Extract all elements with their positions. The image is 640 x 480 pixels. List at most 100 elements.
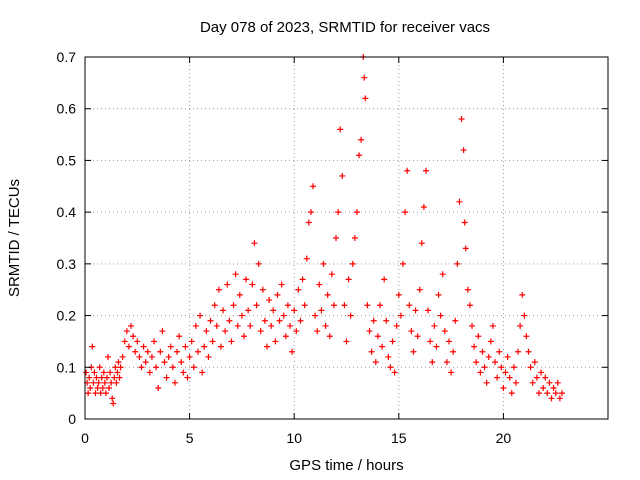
x-tick-label: 10: [286, 430, 302, 446]
data-point: [276, 317, 283, 324]
data-point: [412, 307, 419, 314]
data-point: [469, 322, 476, 329]
data-point: [487, 338, 494, 345]
y-tick-label: 0.5: [57, 152, 77, 168]
data-point: [224, 281, 231, 288]
y-tick-label: 0.2: [57, 308, 77, 324]
data-point: [466, 302, 473, 309]
data-point: [261, 317, 268, 324]
data-point: [125, 343, 132, 350]
data-point: [310, 183, 317, 190]
data-point: [297, 317, 304, 324]
data-point: [362, 95, 369, 102]
data-point: [477, 369, 484, 376]
data-point: [498, 364, 505, 371]
data-point: [222, 328, 229, 335]
data-point: [87, 384, 94, 391]
data-point: [418, 240, 425, 247]
data-point: [483, 379, 490, 386]
data-point: [303, 255, 310, 262]
data-point: [259, 286, 266, 293]
data-point: [515, 348, 522, 355]
data-point: [391, 369, 398, 376]
data-point: [542, 374, 549, 381]
data-point: [441, 328, 448, 335]
data-point: [361, 74, 368, 81]
data-point: [538, 369, 545, 376]
data-point: [251, 240, 258, 247]
data-point: [132, 348, 139, 355]
data-point: [460, 147, 467, 154]
y-tick-label: 0.1: [57, 359, 77, 375]
data-point: [356, 152, 363, 159]
data-point: [171, 379, 178, 386]
data-point: [174, 348, 181, 355]
data-point: [502, 369, 509, 376]
data-point: [475, 333, 482, 340]
data-point: [393, 322, 400, 329]
data-point: [422, 167, 429, 174]
data-point: [461, 219, 468, 226]
data-point: [111, 374, 118, 381]
data-point: [280, 312, 287, 319]
data-series: [83, 54, 565, 407]
y-axis-label: SRMTID / TECUs: [6, 179, 23, 297]
data-point: [425, 307, 432, 314]
data-point: [182, 343, 189, 350]
data-point: [151, 338, 158, 345]
data-point: [107, 369, 114, 376]
data-point: [220, 307, 227, 314]
x-tick-label: 15: [391, 430, 407, 446]
data-point: [429, 359, 436, 366]
data-point: [238, 312, 245, 319]
data-point: [217, 343, 224, 350]
data-point: [527, 364, 534, 371]
y-tick-label: 0.7: [57, 49, 77, 65]
data-point: [194, 348, 201, 355]
data-point: [236, 291, 243, 298]
data-point: [379, 343, 386, 350]
data-point: [92, 390, 99, 397]
data-point: [213, 322, 220, 329]
data-point: [121, 338, 128, 345]
data-point: [500, 384, 507, 391]
data-point: [211, 302, 218, 309]
data-point: [86, 374, 93, 381]
data-point: [339, 172, 346, 179]
data-point: [473, 359, 480, 366]
data-point: [508, 390, 515, 397]
data-point: [295, 286, 302, 293]
data-point: [330, 302, 337, 309]
data-point: [312, 312, 319, 319]
data-point: [395, 291, 402, 298]
data-point: [215, 286, 222, 293]
data-point: [550, 384, 557, 391]
data-point: [105, 353, 112, 360]
y-tick-label: 0.4: [57, 204, 77, 220]
data-point: [99, 384, 106, 391]
data-point: [521, 312, 528, 319]
data-point: [245, 307, 252, 314]
data-point: [247, 322, 254, 329]
data-point: [431, 322, 438, 329]
data-point: [316, 281, 323, 288]
data-point: [341, 302, 348, 309]
data-point: [510, 364, 517, 371]
data-point: [320, 260, 327, 267]
data-point: [504, 353, 511, 360]
data-point: [268, 322, 275, 329]
data-point: [155, 384, 162, 391]
data-point: [112, 364, 119, 371]
data-point: [464, 286, 471, 293]
data-point: [209, 338, 216, 345]
data-point: [100, 369, 107, 376]
data-point: [140, 343, 147, 350]
data-point: [90, 379, 97, 386]
data-point: [416, 286, 423, 293]
axis-ticks: [84, 56, 608, 420]
data-point: [83, 369, 90, 376]
x-axis-label: GPS time / hours: [289, 457, 403, 474]
data-point: [203, 328, 210, 335]
data-point: [199, 369, 206, 376]
